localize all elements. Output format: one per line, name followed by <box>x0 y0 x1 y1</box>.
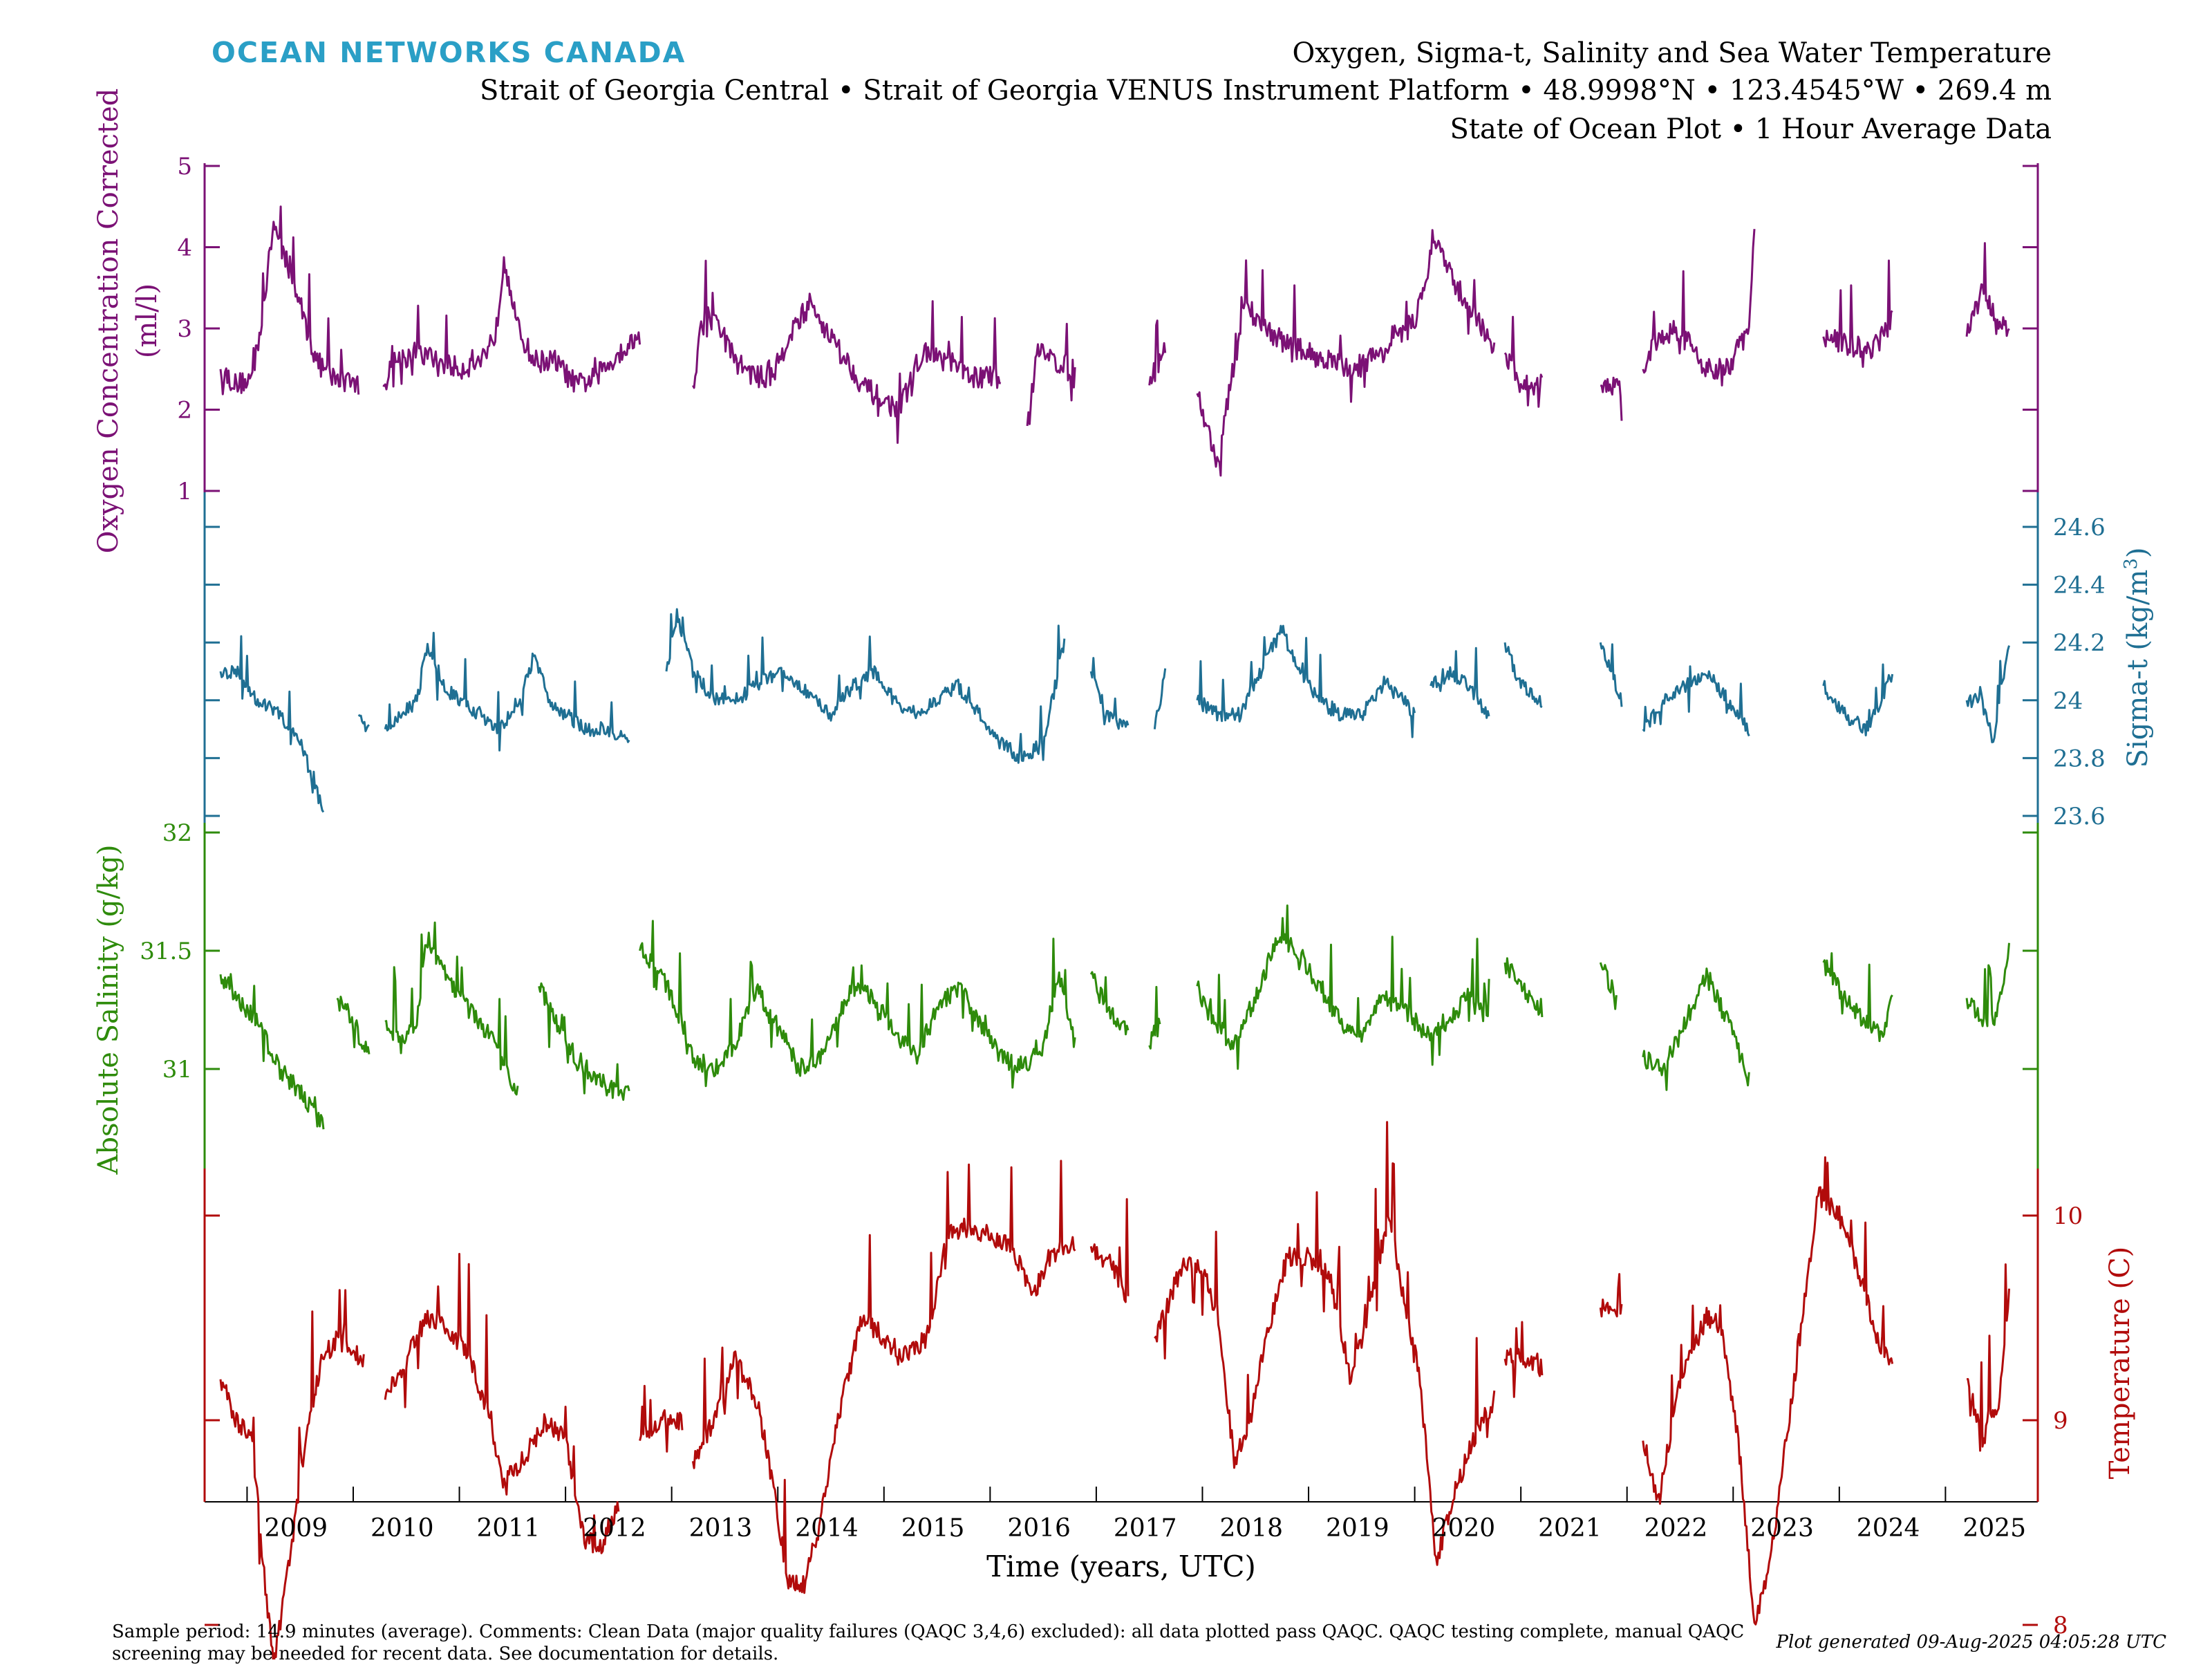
y-axis-label-4: Temperature (C) <box>2104 1247 2136 1480</box>
chart-title: Oxygen, Sigma-t, Salinity and Sea Water … <box>1292 37 2052 69</box>
xtick-label: 2012 <box>583 1514 646 1543</box>
footnote: Sample period: 14.9 minutes (average). C… <box>112 1621 1745 1664</box>
xtick-label: 2020 <box>1432 1514 1496 1543</box>
y-axis-label-1: Oxygen Concentration Corrected <box>93 89 124 554</box>
xtick-label: 2010 <box>371 1514 434 1543</box>
xtick-label: 2018 <box>1219 1514 1283 1543</box>
ytick-label-2: 24 <box>2053 687 2083 715</box>
ytick-label-1: 2 <box>177 397 192 425</box>
ytick-label-2: 23.8 <box>2053 745 2106 772</box>
xtick-label: 2011 <box>477 1514 541 1543</box>
ytick-label-4: 10 <box>2053 1202 2083 1230</box>
chart-subtitle-2: State of Ocean Plot • 1 Hour Average Dat… <box>1450 113 2052 145</box>
series-line-temperature <box>219 1121 2010 1659</box>
ytick-label-1: 5 <box>177 153 192 180</box>
xtick-label: 2025 <box>1962 1514 2026 1543</box>
series-line-absolute-salinity <box>219 904 2010 1130</box>
xtick-label: 2017 <box>1114 1514 1177 1543</box>
xtick-label: 2009 <box>264 1514 328 1543</box>
series-line-sigma-t <box>219 608 2010 813</box>
ytick-label-4: 8 <box>2053 1612 2068 1639</box>
y-axis-label-1-unit: (ml/l) <box>131 283 163 358</box>
ytick-label-3: 31.5 <box>140 938 192 965</box>
xtick-label: 2024 <box>1857 1514 1920 1543</box>
y-axis-label-3: Absolute Salinity (g/kg) <box>93 844 124 1175</box>
xtick-label: 2013 <box>689 1514 753 1543</box>
x-axis-label: Time (years, UTC) <box>986 1550 1256 1583</box>
ytick-label-1: 3 <box>177 315 192 343</box>
ytick-label-3: 31 <box>162 1056 192 1083</box>
xtick-label: 2014 <box>795 1514 859 1543</box>
xtick-label: 2019 <box>1326 1514 1389 1543</box>
ytick-label-1: 1 <box>177 478 192 505</box>
brand-logo: OCEAN NETWORKS CANADA <box>212 36 686 69</box>
series-line-oxygen-concentration-corrected <box>219 205 2010 477</box>
xtick-label: 2016 <box>1007 1514 1071 1543</box>
xtick-label: 2022 <box>1644 1514 1708 1543</box>
ytick-label-2: 24.2 <box>2053 629 2106 657</box>
xtick-label: 2023 <box>1750 1514 1814 1543</box>
xtick-label: 2021 <box>1538 1514 1602 1543</box>
ytick-label-3: 32 <box>162 819 192 847</box>
ytick-label-2: 24.4 <box>2053 572 2106 599</box>
ytick-label-2: 23.6 <box>2053 803 2106 830</box>
y-axis-label-2: Sigma-t (kg/m3) <box>2121 548 2154 768</box>
chart-subtitle: Strait of Georgia Central • Strait of Ge… <box>479 75 2052 106</box>
ytick-label-1: 4 <box>177 234 192 262</box>
ytick-label-4: 9 <box>2053 1407 2068 1435</box>
generated-timestamp: Plot generated 09-Aug-2025 04:05:28 UTC <box>1776 1632 2166 1653</box>
ytick-label-2: 24.6 <box>2053 514 2106 541</box>
xtick-label: 2015 <box>901 1514 965 1543</box>
